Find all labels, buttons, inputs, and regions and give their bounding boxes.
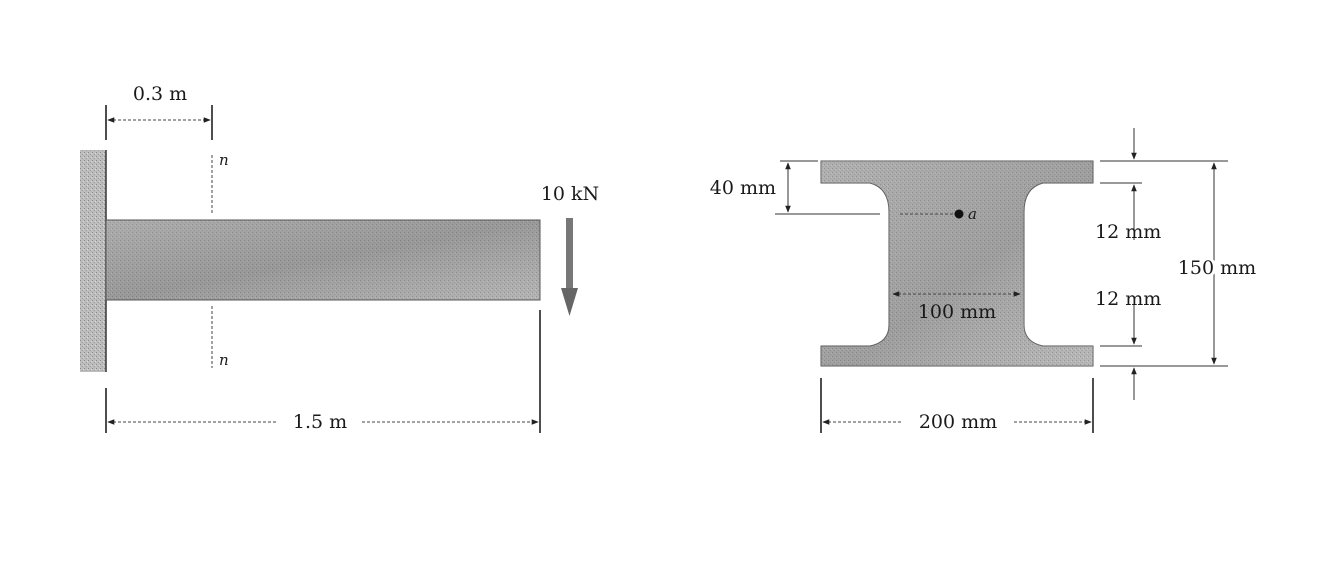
section-offset-label: 0.3 m (133, 83, 187, 105)
load-label: 10 kN (541, 183, 599, 205)
total-width-label: 200 mm (919, 411, 997, 433)
cross-section-figure: 40 mm a 100 mm 12 mm 12 mm 150 mm 200 mm (710, 128, 1256, 433)
cantilever-beam-figure: n n 0.3 m 10 kN 1.5 m (80, 83, 599, 433)
point-a-label: a (968, 205, 977, 223)
point-a-marker (955, 210, 964, 219)
span-label: 1.5 m (293, 411, 347, 433)
bottom-thickness-label: 12 mm (1095, 288, 1161, 310)
fixed-wall (80, 150, 106, 372)
load-arrow (561, 218, 578, 316)
section-mark-top: n (219, 151, 229, 169)
web-width-label: 100 mm (918, 301, 996, 323)
section-mark-bottom: n (219, 351, 229, 369)
total-height-label: 150 mm (1178, 257, 1256, 279)
top-thickness-label: 12 mm (1095, 221, 1161, 243)
flange-depth-label: 40 mm (710, 177, 776, 199)
